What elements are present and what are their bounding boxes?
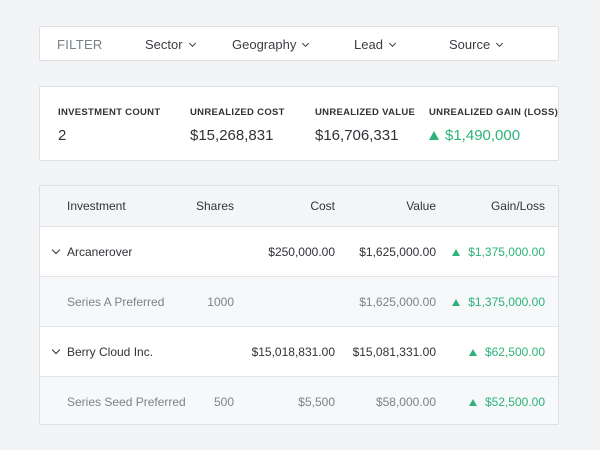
filter-sector[interactable]: Sector [145, 27, 196, 62]
stat-label: INVESTMENT COUNT [58, 107, 161, 118]
stat-label: UNREALIZED GAIN (LOSS) [429, 107, 559, 118]
filter-sector-label: Sector [145, 37, 183, 52]
gain-cell: $1,375,000.00 [430, 227, 545, 277]
triangle-up-icon [429, 131, 439, 140]
table-row: Series A Preferred 1000 $1,625,000.00 $1… [40, 276, 558, 326]
shares-cell: 500 [213, 395, 234, 409]
gain-amount: $52,500.00 [484, 395, 545, 409]
investments-table: Investment Shares Cost Value Gain/Loss A… [39, 185, 559, 425]
table-row[interactable]: Arcanerover $250,000.00 $1,625,000.00 $1… [40, 226, 558, 276]
stat-unrealized-gain: UNREALIZED GAIN (LOSS) $1,490,000 [429, 107, 558, 144]
investment-name: Berry Cloud Inc. [67, 345, 154, 359]
table-row[interactable]: Berry Cloud Inc. $15,018,831.00 $15,081,… [40, 326, 558, 376]
triangle-up-icon [468, 399, 477, 406]
triangle-up-icon [452, 249, 461, 256]
stat-unrealized-value: UNREALIZED VALUE $16,706,331 [315, 107, 415, 144]
gain-amount: $1,375,000.00 [468, 245, 545, 259]
table-row: Series Seed Preferred 500 $5,500 $58,000… [40, 376, 558, 424]
gain-amount: $62,500.00 [484, 345, 545, 359]
investment-name: Arcanerover [67, 245, 133, 259]
chevron-down-icon [496, 39, 504, 48]
header-value[interactable]: Value [406, 199, 436, 213]
chevron-down-icon [188, 39, 196, 48]
header-shares[interactable]: Shares [196, 199, 235, 213]
filter-source[interactable]: Source [449, 27, 504, 62]
gain-cell: $1,375,000.00 [430, 277, 545, 327]
stat-value: 2 [58, 127, 67, 144]
stat-value: $15,268,831 [190, 127, 274, 144]
security-name: Series Seed Preferred [67, 395, 186, 409]
stat-unrealized-cost: UNREALIZED COST $15,268,831 [190, 107, 285, 144]
cost-cell: $15,018,831.00 [251, 345, 335, 359]
stat-value: $1,490,000 [429, 127, 558, 144]
chevron-down-icon[interactable] [51, 245, 61, 255]
filter-geography[interactable]: Geography [232, 27, 310, 62]
gain-amount: $1,490,000 [445, 127, 521, 144]
table-header: Investment Shares Cost Value Gain/Loss [40, 186, 558, 226]
chevron-down-icon[interactable] [51, 345, 61, 355]
value-cell: $1,625,000.00 [359, 295, 436, 309]
cost-cell: $250,000.00 [268, 245, 335, 259]
triangle-up-icon [452, 299, 461, 306]
stat-label: UNREALIZED VALUE [315, 107, 416, 118]
filter-source-label: Source [449, 37, 491, 52]
gain-cell: $52,500.00 [430, 377, 545, 424]
header-cost[interactable]: Cost [310, 199, 335, 213]
value-cell: $15,081,331.00 [352, 345, 436, 359]
filter-bar: FILTER Sector Geography Lead Source [39, 26, 559, 61]
filter-lead-label: Lead [354, 37, 383, 52]
value-cell: $1,625,000.00 [359, 245, 436, 259]
filter-lead[interactable]: Lead [354, 27, 396, 62]
stat-label: UNREALIZED COST [190, 107, 285, 118]
stat-investment-count: INVESTMENT COUNT 2 [58, 107, 160, 144]
gain-cell: $62,500.00 [430, 327, 545, 377]
chevron-down-icon [388, 39, 396, 48]
summary-panel: INVESTMENT COUNT 2 UNREALIZED COST $15,2… [39, 86, 559, 161]
triangle-up-icon [468, 349, 477, 356]
cost-cell: $5,500 [298, 395, 335, 409]
gain-amount: $1,375,000.00 [468, 295, 545, 309]
shares-cell: 1000 [207, 295, 234, 309]
stat-value: $16,706,331 [315, 127, 399, 144]
chevron-down-icon [302, 39, 310, 48]
security-name: Series A Preferred [67, 295, 165, 309]
header-gain-loss[interactable]: Gain/Loss [490, 199, 545, 213]
value-cell: $58,000.00 [375, 395, 436, 409]
header-investment[interactable]: Investment [67, 199, 126, 213]
filter-label: FILTER [57, 37, 103, 52]
filter-geography-label: Geography [232, 37, 297, 52]
